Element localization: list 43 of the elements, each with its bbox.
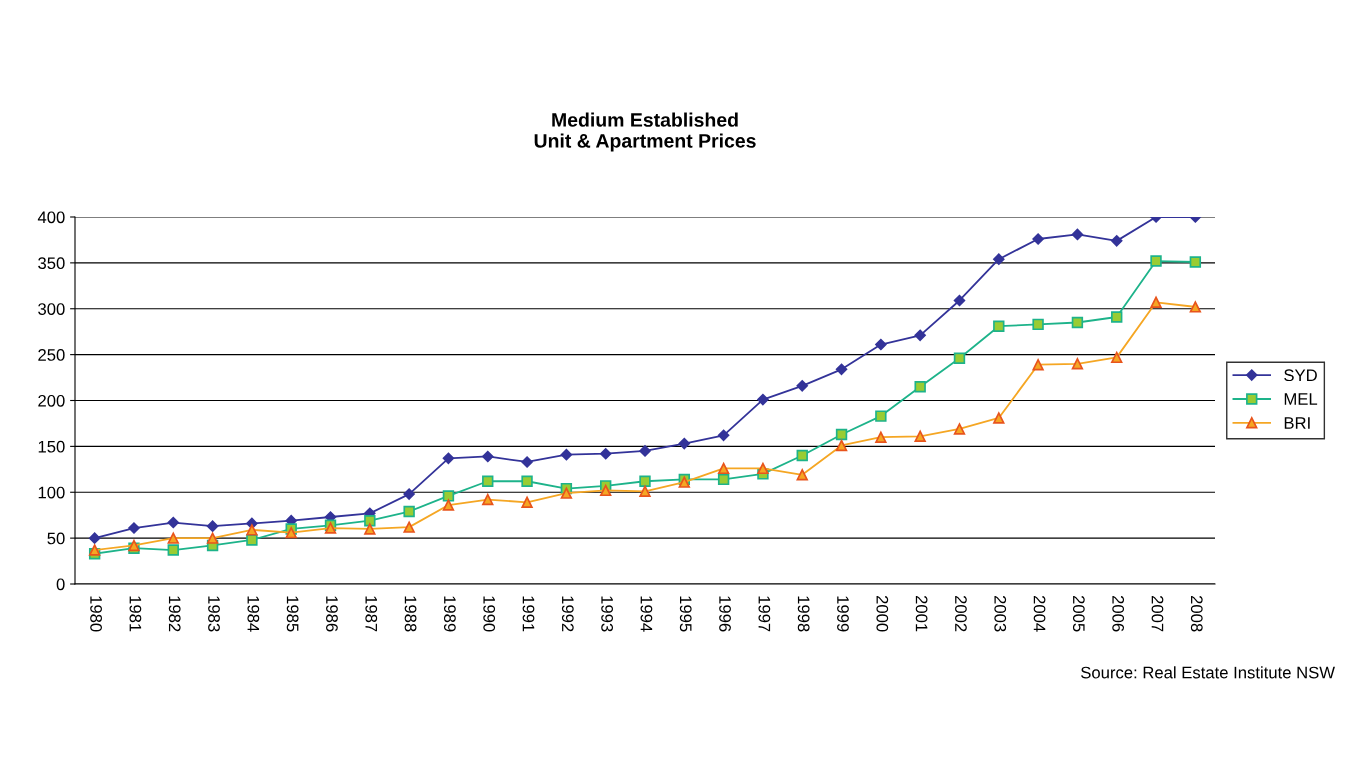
x-tick-label: 1984	[247, 596, 260, 632]
x-tick-label: 1987	[365, 596, 378, 632]
x-tick-label: 1988	[404, 596, 417, 632]
legend-label: MEL	[1284, 393, 1318, 405]
x-tick-label: 1980	[90, 596, 102, 632]
legend-label: BRI	[1284, 417, 1310, 429]
x-tick-label: 1994	[640, 596, 653, 632]
x-tick-label: 2002	[955, 595, 967, 632]
y-tick-label: 100	[38, 486, 65, 499]
x-tick-label: 1996	[719, 596, 731, 632]
x-tick-label: 2000	[876, 595, 889, 632]
x-tick-label: 1999	[837, 596, 849, 632]
x-tick-label: 1990	[483, 596, 496, 632]
x-tick-label: 2004	[1033, 595, 1046, 632]
y-tick-label: 50	[47, 532, 65, 545]
y-tick-label: 200	[38, 394, 65, 407]
y-tick-label: 400	[37, 211, 65, 224]
x-tick-label: 1983	[208, 596, 220, 632]
x-tick-label: 2006	[1112, 595, 1125, 632]
legend-label: SYD	[1284, 369, 1317, 382]
x-tick-label: 1982	[168, 596, 181, 632]
x-tick-label: 1997	[758, 596, 771, 632]
x-tick-label: 1986	[326, 596, 338, 632]
x-tick-label: 1993	[601, 596, 614, 632]
x-tick-label: 1992	[561, 596, 574, 632]
y-tick-label: 250	[38, 349, 65, 361]
x-tick-label: 1985	[286, 596, 299, 632]
y-tick-label: 150	[38, 440, 65, 453]
x-tick-label: 2005	[1072, 595, 1085, 632]
source-note: Source: Real Estate Institute NSW	[1081, 666, 1335, 679]
x-tick-label: 2003	[994, 595, 1007, 632]
x-tick-label: 2001	[915, 595, 928, 632]
chart-title: Medium Established Unit & Apartment Prices	[534, 112, 756, 152]
x-tick-label: 1991	[522, 596, 535, 632]
x-tick-label: 2008	[1190, 595, 1203, 632]
x-tick-label: 1989	[443, 596, 456, 632]
x-tick-label: 1998	[797, 596, 810, 632]
y-tick-label: 300	[38, 303, 65, 315]
y-tick-label: 0	[56, 578, 65, 591]
y-tick-label: 350	[38, 257, 65, 270]
x-tick-label: 1995	[679, 596, 692, 632]
x-tick-label: 1981	[129, 596, 142, 632]
x-tick-label: 2007	[1151, 595, 1164, 632]
